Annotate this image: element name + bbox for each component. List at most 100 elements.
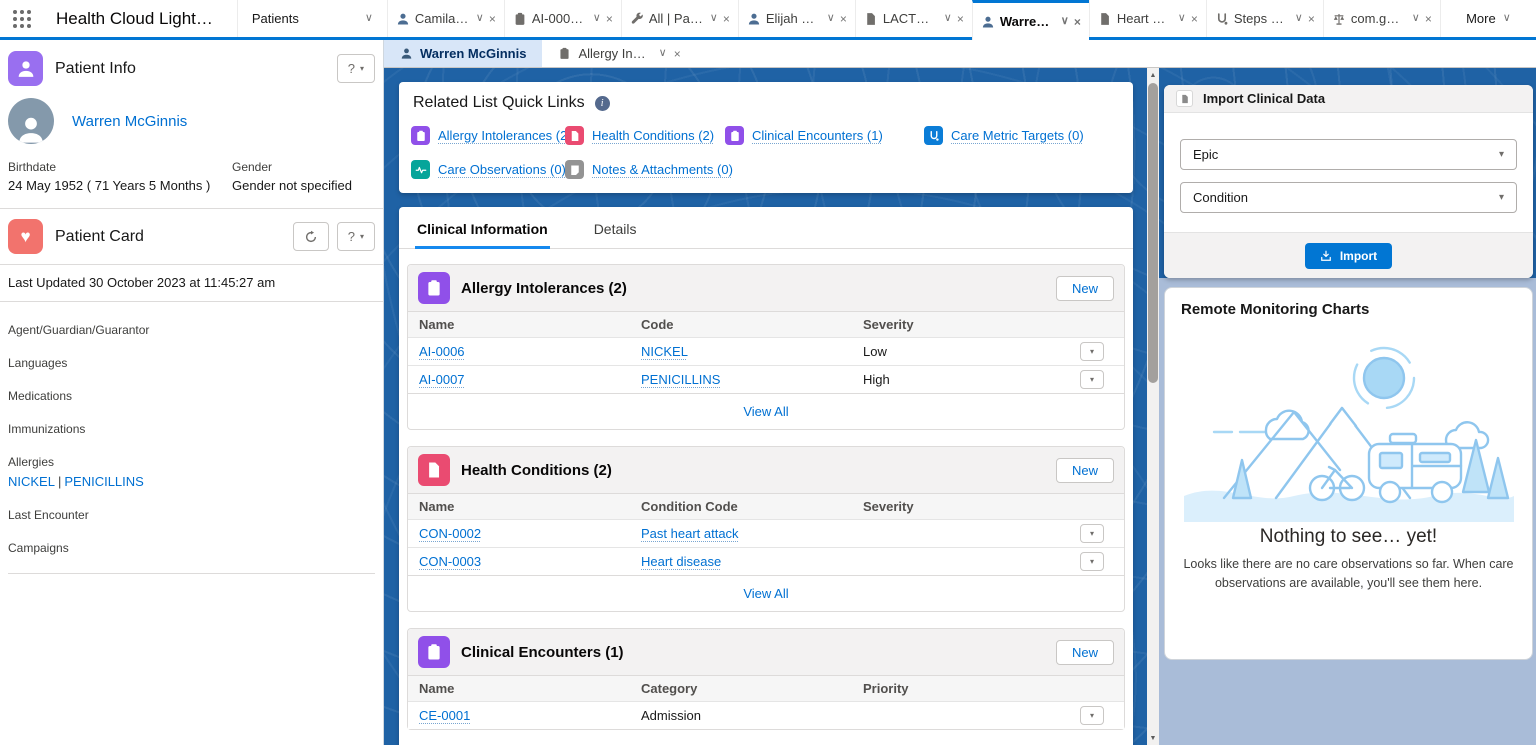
- workspace-tab-elijah[interactable]: Elijah … ∨ ×: [738, 0, 855, 37]
- close-icon[interactable]: ×: [840, 13, 847, 25]
- row-actions-button[interactable]: ▾: [1080, 370, 1104, 389]
- close-icon[interactable]: ×: [1425, 13, 1432, 25]
- app-name: Health Cloud Light…: [44, 0, 237, 37]
- clinical-object-select[interactable]: Condition ▾: [1180, 182, 1517, 213]
- code-link[interactable]: NICKEL: [641, 344, 688, 359]
- quick-link-care-metric-targets: Care Metric Targets (0): [924, 126, 1121, 145]
- tab-details[interactable]: Details: [594, 221, 637, 248]
- close-icon[interactable]: ×: [674, 48, 681, 60]
- new-clinical-encounter-button[interactable]: New: [1056, 640, 1114, 665]
- chevron-down-icon[interactable]: ∨: [827, 13, 835, 24]
- field-label-allergies: Allergies: [8, 455, 375, 469]
- row-actions-button[interactable]: ▾: [1080, 552, 1104, 571]
- scroll-down-arrow[interactable]: ▼: [1147, 731, 1159, 745]
- close-icon[interactable]: ×: [606, 13, 613, 25]
- chevron-down-icon[interactable]: ∨: [1295, 13, 1303, 24]
- chevron-down-icon[interactable]: ∨: [593, 13, 601, 24]
- chevron-down-icon[interactable]: ∨: [1178, 13, 1186, 24]
- table-row: AI-0007 PENICILLINS High ▾: [408, 365, 1124, 393]
- patient-card-refresh-button[interactable]: [293, 222, 329, 251]
- close-icon[interactable]: ×: [723, 13, 730, 25]
- workspace-tab-com-g[interactable]: com.g… ∨ ×: [1323, 0, 1440, 37]
- workspace-tab-steps[interactable]: Steps … ∨ ×: [1206, 0, 1323, 37]
- quick-link-care-observations: Care Observations (0): [411, 160, 565, 179]
- metric-icon: [924, 126, 943, 145]
- clipboard-icon: [513, 12, 527, 26]
- more-tabs-button[interactable]: More ∨: [1440, 0, 1536, 37]
- condition-code-link[interactable]: Heart disease: [641, 554, 721, 569]
- patient-card-icon: ♥: [8, 219, 43, 254]
- new-allergy-intolerance-button[interactable]: New: [1056, 276, 1114, 301]
- scale-icon: [1332, 12, 1346, 26]
- row-actions-button[interactable]: ▾: [1080, 524, 1104, 543]
- chevron-down-icon[interactable]: ∨: [710, 13, 718, 24]
- patient-icon: [981, 15, 995, 29]
- record-link[interactable]: CON-0002: [419, 526, 481, 541]
- patient-avatar: [8, 98, 54, 144]
- quick-link-allergy-intolerances: Allergy Intolerances (2): [411, 126, 565, 145]
- code-link[interactable]: PENICILLINS: [641, 372, 720, 387]
- chevron-down-icon[interactable]: ∨: [659, 48, 667, 59]
- chevron-down-icon[interactable]: ∨: [944, 13, 952, 24]
- scrollbar-thumb[interactable]: [1148, 83, 1158, 383]
- workspace-tab-ai-record[interactable]: AI-000… ∨ ×: [504, 0, 621, 37]
- record-link[interactable]: CE-0001: [419, 708, 470, 723]
- import-button[interactable]: Import: [1305, 243, 1392, 269]
- workspace-tab-heart[interactable]: Heart … ∨ ×: [1089, 0, 1206, 37]
- workspace-tab-all-patients[interactable]: All | Pa… ∨ ×: [621, 0, 738, 37]
- allergy-link-nickel[interactable]: NICKEL: [8, 474, 55, 489]
- tab-clinical-information[interactable]: Clinical Information: [417, 221, 548, 248]
- chevron-down-icon[interactable]: ∨: [476, 13, 484, 24]
- subtab-warren-mcginnis[interactable]: Warren McGinnis: [384, 40, 542, 67]
- clipboard-icon: [411, 126, 430, 145]
- record-link[interactable]: CON-0003: [419, 554, 481, 569]
- allergy-link-penicillins[interactable]: PENICILLINS: [64, 474, 143, 489]
- app-launcher-waffle-icon[interactable]: [0, 0, 44, 37]
- clipboard-icon: [418, 636, 450, 668]
- close-icon[interactable]: ×: [1074, 16, 1081, 28]
- patient-icon: [396, 12, 410, 26]
- info-icon[interactable]: i: [595, 96, 610, 111]
- record-link[interactable]: AI-0007: [419, 372, 465, 387]
- row-actions-button[interactable]: ▾: [1080, 706, 1104, 725]
- related-list-clinical-encounters: Clinical Encounters (1) New Name Categor…: [407, 628, 1125, 730]
- workspace-tab-lact[interactable]: LACT… ∨ ×: [855, 0, 972, 37]
- patient-info-title: Patient Info: [55, 60, 325, 78]
- note-icon: [565, 160, 584, 179]
- subtab-allergy-intolerance[interactable]: Allergy In… ∨ ×: [542, 40, 696, 67]
- workspace-tab-camila[interactable]: Camila… ∨ ×: [387, 0, 504, 37]
- row-actions-button[interactable]: ▾: [1080, 342, 1104, 361]
- patient-card-help-button[interactable]: ? ▾: [337, 222, 375, 251]
- related-list-allergy-intolerances: Allergy Intolerances (2) New Name Code S…: [407, 264, 1125, 430]
- chevron-down-icon[interactable]: ∨: [365, 13, 373, 24]
- allergy-separator: |: [58, 474, 61, 489]
- nav-tab-patients[interactable]: Patients ∨: [237, 0, 387, 37]
- document-icon: [1098, 12, 1112, 26]
- view-all-allergy-intolerances[interactable]: View All: [743, 404, 788, 419]
- table-row: AI-0006 NICKEL Low ▾: [408, 337, 1124, 365]
- remote-monitoring-charts-card: Remote Monitoring Charts: [1164, 287, 1533, 660]
- new-health-condition-button[interactable]: New: [1056, 458, 1114, 483]
- close-icon[interactable]: ×: [957, 13, 964, 25]
- field-label-immunizations: Immunizations: [8, 422, 375, 436]
- patient-info-help-button[interactable]: ? ▾: [337, 54, 375, 83]
- waffle-dots: [13, 10, 31, 28]
- close-icon[interactable]: ×: [1308, 13, 1315, 25]
- ehr-source-select[interactable]: Epic ▾: [1180, 139, 1517, 170]
- chevron-down-icon: ∨: [1503, 13, 1511, 24]
- chevron-down-icon[interactable]: ∨: [1061, 16, 1069, 27]
- view-all-health-conditions[interactable]: View All: [743, 586, 788, 601]
- caret-down-icon: ▾: [360, 232, 364, 241]
- field-label-languages: Languages: [8, 356, 375, 370]
- close-icon[interactable]: ×: [1191, 13, 1198, 25]
- file-icon: [1176, 90, 1193, 107]
- record-link[interactable]: AI-0006: [419, 344, 465, 359]
- patient-name-link[interactable]: Warren McGinnis: [72, 113, 187, 130]
- condition-code-link[interactable]: Past heart attack: [641, 526, 739, 541]
- chevron-down-icon[interactable]: ∨: [1412, 13, 1420, 24]
- document-icon: [565, 126, 584, 145]
- vertical-scrollbar[interactable]: ▲ ▼: [1147, 68, 1159, 745]
- close-icon[interactable]: ×: [489, 13, 496, 25]
- workspace-tab-warren-active[interactable]: Warre… ∨ ×: [972, 0, 1089, 40]
- scroll-up-arrow[interactable]: ▲: [1147, 68, 1159, 82]
